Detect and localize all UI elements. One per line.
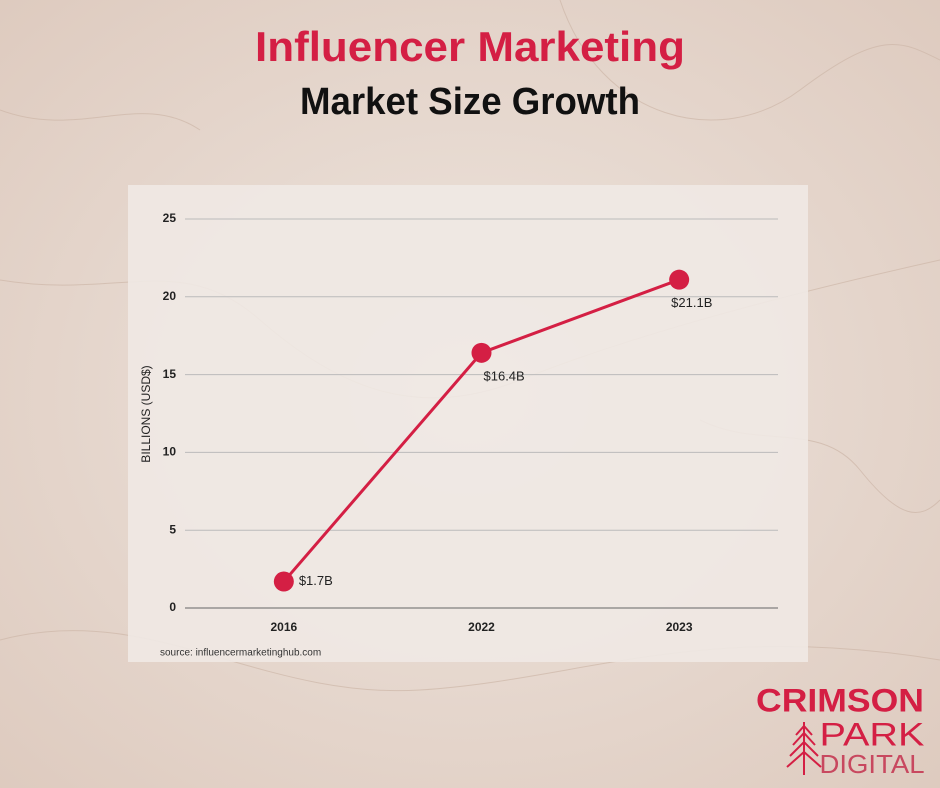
source-note: source: influencermarketinghub.com (160, 648, 321, 659)
y-tick-label: 25 (163, 211, 177, 225)
data-point (669, 269, 690, 290)
chart-subtitle: Market Size Growth (300, 81, 640, 123)
y-tick-label: 10 (163, 445, 177, 459)
data-label: $1.7B (299, 573, 333, 588)
logo-line: PARK (820, 716, 925, 752)
data-label: $16.4B (484, 368, 525, 383)
x-tick-label: 2023 (666, 620, 693, 634)
y-tick-label: 0 (169, 600, 176, 614)
chart-panel (128, 185, 808, 662)
x-tick-label: 2022 (468, 620, 495, 634)
data-point (471, 342, 492, 363)
y-tick-label: 20 (163, 289, 177, 303)
logo-line: CRIMSON (756, 682, 924, 718)
y-axis-label: BILLIONS (USD$) (139, 365, 153, 462)
data-point (273, 571, 294, 592)
chart-title: Influencer Marketing (255, 23, 685, 70)
x-tick-label: 2016 (270, 620, 297, 634)
logo: CRIMSON PARK DIGITAL (756, 682, 925, 778)
logo-tree (786, 722, 822, 775)
logo-line: DIGITAL (820, 749, 925, 779)
data-label: $21.1B (671, 295, 712, 310)
y-tick-label: 5 (169, 522, 176, 536)
y-tick-label: 15 (163, 367, 177, 381)
